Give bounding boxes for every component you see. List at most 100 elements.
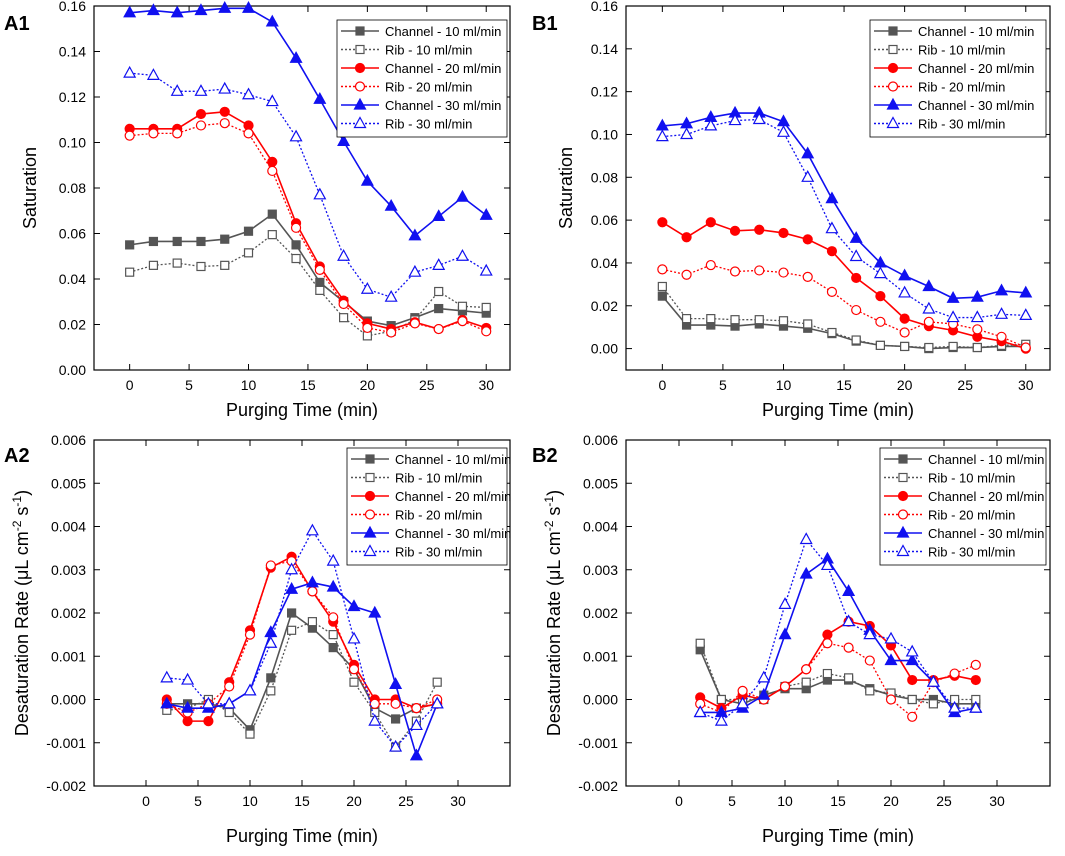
legend-marker (896, 525, 910, 538)
data-point (430, 696, 444, 709)
data-point (875, 291, 886, 302)
data-point (907, 694, 917, 705)
data-point (681, 314, 692, 324)
x-tick-label: 5 (719, 377, 727, 393)
y-tick-label: 0.06 (59, 226, 86, 242)
legend-box (869, 19, 1047, 138)
data-point (864, 655, 875, 666)
data-point (972, 324, 983, 335)
legend-marker (887, 62, 899, 74)
data-point (196, 261, 206, 272)
y-tick-label: 0.001 (583, 648, 618, 664)
legend-marker (364, 509, 376, 520)
data-point (729, 225, 741, 236)
data-point (729, 266, 741, 277)
data-point (125, 240, 135, 250)
data-point (481, 302, 491, 313)
data-point (196, 236, 206, 247)
series-line (166, 529, 438, 749)
legend-entry: Channel - 10 ml/min (928, 452, 1044, 467)
data-point (195, 108, 207, 120)
data-point (326, 553, 340, 566)
data-point (148, 260, 159, 270)
x-tick-label: 20 (883, 793, 899, 809)
data-point (706, 314, 716, 324)
data-point (432, 258, 446, 270)
legend-entry: Rib - 30 ml/min (385, 117, 472, 132)
series-line (661, 221, 1027, 350)
series-channel-30-ml-min (123, 1, 493, 241)
y-axis-title-part: Desaturation Rate (μL cm (12, 531, 32, 736)
data-point (267, 165, 278, 177)
series-channel-30-ml-min (160, 575, 444, 761)
data-point (996, 331, 1007, 342)
chart-panel-b1: 0 5 10 15 20 25 30 0.00 0.02 0.04 0.06 0.08 0.10 0.12… (532, 0, 1051, 420)
data-point (267, 209, 277, 219)
data-point (716, 694, 727, 705)
x-tick-label: 10 (241, 377, 257, 393)
data-point (315, 277, 325, 288)
legend-entry: Rib - 30 ml/min (928, 545, 1015, 560)
series-line (129, 122, 487, 334)
y-tick-label: 0.000 (583, 692, 618, 708)
series-line (129, 72, 487, 298)
y-tick-label: -0.002 (46, 778, 86, 794)
data-point (305, 575, 319, 588)
data-point (172, 258, 182, 268)
data-point (949, 668, 960, 679)
data-point (243, 248, 254, 258)
data-point (849, 249, 863, 262)
data-point (314, 264, 325, 275)
data-point (842, 584, 856, 596)
data-point (969, 700, 983, 713)
data-point (123, 65, 137, 78)
data-point (737, 685, 748, 696)
legend-entry: Channel - 20 ml/min (385, 61, 501, 76)
data-point (884, 631, 898, 644)
legend-entry: Channel - 30 ml/min (918, 98, 1034, 113)
data-point (705, 217, 716, 228)
legend-marker (887, 81, 899, 92)
x-tick-label: 30 (450, 793, 466, 809)
legend-marker (365, 472, 375, 483)
legend-box (346, 447, 508, 566)
data-point (479, 263, 493, 276)
y-tick-label: -0.002 (578, 778, 618, 794)
data-point (843, 673, 854, 683)
x-tick-label: 15 (830, 793, 846, 809)
panel-label: B1 (532, 13, 558, 35)
x-axis-title: Purging Time (min) (762, 826, 914, 846)
y-tick-label: 0.000 (51, 692, 86, 708)
series-line (166, 581, 438, 759)
data-point (995, 283, 1009, 296)
legend-marker (888, 44, 898, 55)
x-tick-label: 20 (346, 793, 362, 809)
y-tick-label: 0.12 (591, 84, 618, 100)
x-axis-title: Purging Time (min) (226, 400, 378, 420)
series-channel-10-ml-min (162, 608, 442, 735)
panel-label: B2 (532, 445, 558, 467)
x-tick-label: 20 (360, 377, 376, 393)
data-point (337, 134, 351, 146)
data-point (802, 271, 813, 282)
y-axis-title: Saturation (556, 147, 576, 229)
legend-marker (898, 454, 908, 464)
chart-panel-a1: 0 5 10 15 20 25 30 0.00 0.02 0.04 0.06 0.08 0.10 0.12… (4, 0, 511, 420)
data-point (875, 340, 886, 350)
x-tick-label: 15 (294, 793, 310, 809)
y-axis-title-part: -1 (542, 496, 556, 507)
data-point (970, 310, 984, 323)
y-axis-title: Desaturation Rate (μL cm-2 s-1) (10, 490, 32, 736)
data-point (305, 523, 319, 536)
data-point (265, 560, 276, 571)
data-point (195, 120, 207, 131)
data-point (826, 246, 838, 257)
data-point (714, 713, 728, 726)
series-rib-20-ml-min (657, 259, 1031, 353)
data-point (479, 208, 493, 220)
data-point (266, 686, 276, 696)
x-tick-label: 10 (242, 793, 258, 809)
y-tick-label: 0.04 (591, 255, 618, 271)
data-point (222, 696, 236, 709)
data-point (826, 286, 838, 297)
